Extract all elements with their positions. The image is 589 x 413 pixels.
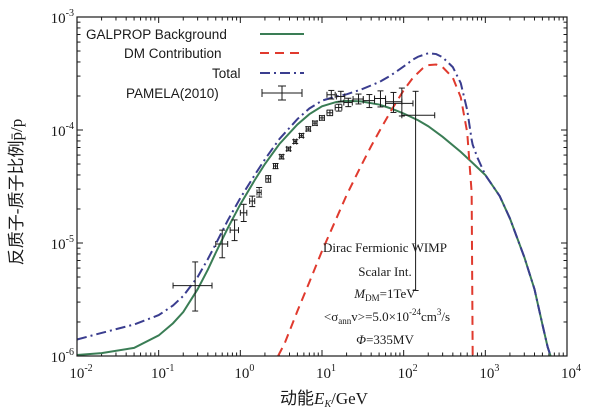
pamela-point bbox=[229, 219, 240, 242]
x-axis-title: 动能EK/GeV bbox=[280, 389, 369, 410]
pamela-point bbox=[326, 89, 336, 100]
legend-entry-dm: DM Contribution bbox=[124, 46, 304, 61]
x-tick-labels: 10-2 10-1 100 101 102 103 104 bbox=[69, 363, 581, 382]
legend-label-total: Total bbox=[212, 66, 241, 81]
x-tick-label: 101 bbox=[316, 363, 336, 382]
model-annotation: Dirac Fermionic WIMP Scalar Int. MDM=1Te… bbox=[323, 240, 450, 347]
pamela-point bbox=[335, 90, 346, 103]
x-tick-label: 104 bbox=[561, 363, 581, 382]
pamela-point bbox=[278, 153, 285, 160]
pamela-point bbox=[401, 90, 436, 291]
legend-entry-pamela: PAMELA(2010) bbox=[126, 85, 303, 101]
x-tick-label: 103 bbox=[479, 363, 499, 382]
legend-entry-background: GALPROP Background bbox=[86, 27, 304, 42]
y-tick-label: 10-3 bbox=[51, 8, 74, 27]
y-tick-labels: 10-6 10-5 10-4 10-3 bbox=[51, 8, 74, 366]
pamela-point bbox=[272, 163, 279, 170]
annotation-interaction: Scalar Int. bbox=[358, 264, 411, 279]
pamela-point bbox=[249, 195, 256, 208]
x-tick-label: 10-2 bbox=[69, 363, 92, 382]
x-tick-label: 100 bbox=[234, 363, 254, 382]
y-tick-label: 10-4 bbox=[51, 121, 74, 140]
pamela-point bbox=[256, 186, 263, 198]
legend-label-pamela: PAMELA(2010) bbox=[126, 86, 219, 101]
y-tick-label: 10-6 bbox=[51, 347, 74, 366]
series-total bbox=[76, 52, 552, 357]
legend: GALPROP Background DM Contribution Total… bbox=[86, 27, 304, 101]
x-tick-label: 10-1 bbox=[151, 363, 174, 382]
legend-swatch-pamela bbox=[261, 85, 303, 101]
pamela-point bbox=[326, 109, 334, 117]
y-tick-label: 10-5 bbox=[51, 234, 74, 253]
pamela-point bbox=[334, 103, 343, 112]
legend-label-background: GALPROP Background bbox=[86, 27, 227, 42]
annotation-model: Dirac Fermionic WIMP bbox=[323, 240, 447, 255]
plot-frame bbox=[76, 16, 568, 357]
series-dm-contribution bbox=[277, 63, 474, 357]
annotation-cross-section: <σannv>=5.0×10-24cm3/s bbox=[324, 307, 450, 326]
pamela-point bbox=[318, 114, 325, 121]
pamela-point bbox=[215, 229, 229, 259]
legend-label-dm: DM Contribution bbox=[124, 46, 222, 61]
pamela-point bbox=[343, 97, 353, 108]
pamela-point bbox=[172, 261, 213, 312]
pamela-point bbox=[285, 145, 292, 152]
pamela-data-points bbox=[172, 87, 436, 312]
y-axis-title: 反质子-质子比例p̄/p bbox=[7, 119, 26, 265]
pamela-point bbox=[305, 126, 312, 133]
pamela-point bbox=[298, 132, 305, 139]
pamela-point bbox=[239, 203, 248, 222]
annotation-dm-mass: MDM=1TeV bbox=[353, 286, 416, 303]
pamela-point bbox=[374, 90, 387, 108]
legend-entry-total: Total bbox=[212, 66, 304, 81]
pamela-point bbox=[265, 175, 272, 183]
pamela-point bbox=[311, 120, 318, 127]
annotation-solar-modulation: Φ=335MV bbox=[356, 332, 414, 347]
x-tick-label: 102 bbox=[398, 363, 418, 382]
pamela-point bbox=[292, 138, 299, 145]
